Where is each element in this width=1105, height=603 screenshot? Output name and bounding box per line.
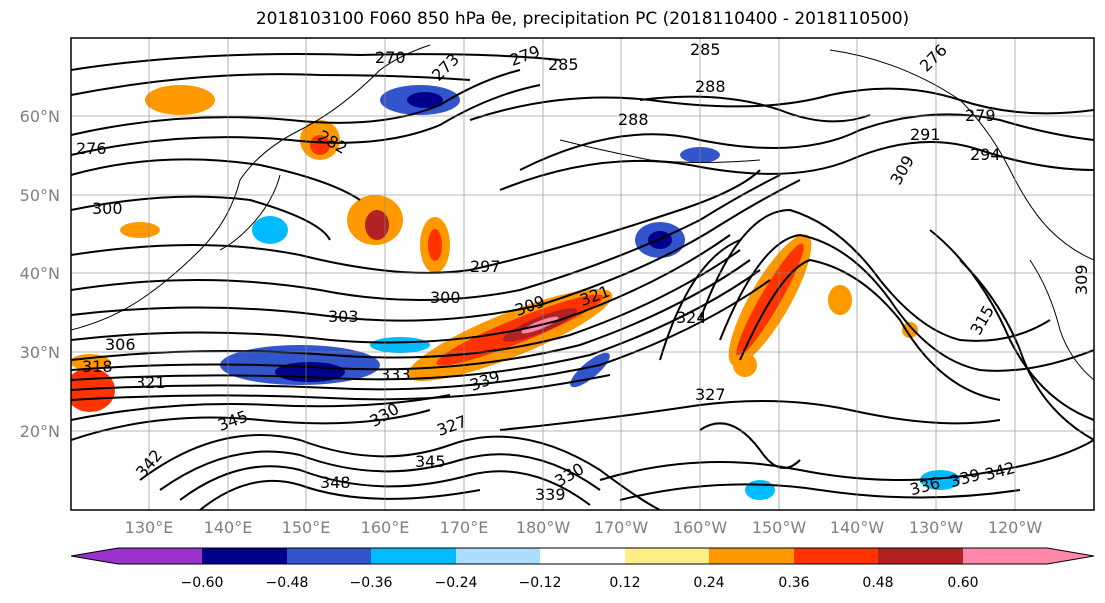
colorbar-under-arrow (71, 548, 118, 564)
contour-label: 339 (535, 485, 566, 504)
lon-label: 150°W (752, 518, 807, 537)
contour-label: 300 (92, 199, 123, 218)
lon-label: 150°E (282, 518, 331, 537)
contour-label: 270 (375, 48, 406, 67)
contour-label: 285 (690, 40, 721, 59)
lat-label: 30°N (20, 343, 60, 362)
lon-label: 130°E (125, 518, 174, 537)
contour-label: 309 (1072, 264, 1091, 295)
colorbar-swatch (118, 548, 202, 564)
contour-label: 333 (380, 365, 411, 384)
coastlines (71, 44, 1094, 381)
lon-label: 180°W (516, 518, 571, 537)
lon-label: 160°W (673, 518, 728, 537)
lat-label: 40°N (20, 264, 60, 283)
colorbar-swatch (287, 548, 371, 564)
colorbar-swatch (963, 548, 1047, 564)
precipitation-shading (71, 85, 960, 500)
colorbar-tick-label: −0.12 (519, 575, 562, 591)
colorbar-tick-label: −0.48 (266, 575, 309, 591)
contour-label: 321 (135, 373, 166, 392)
contour-label: 288 (618, 110, 649, 129)
colorbar-swatch (878, 548, 963, 564)
lat-label: 20°N (20, 422, 60, 441)
map-frame (70, 37, 1095, 511)
longitude-labels: 130°E 140°E 150°E 160°E 170°E 180°W 170°… (125, 518, 1043, 537)
contour-label: 288 (695, 77, 726, 96)
colorbar-tick-labels: −0.60 −0.48 −0.36 −0.24 −0.12 0.12 0.24 … (181, 575, 979, 591)
contour-label: 327 (695, 385, 726, 404)
latitude-labels: 60°N 50°N 40°N 30°N 20°N (20, 107, 60, 441)
colorbar-tick-label: 0.24 (693, 575, 724, 591)
lon-label: 140°W (830, 518, 885, 537)
contour-label: 324 (676, 308, 707, 327)
colorbar-swatch (456, 548, 540, 564)
lat-label: 50°N (20, 186, 60, 205)
colorbar-tick-label: 0.36 (778, 575, 809, 591)
map-title: 2018103100 F060 850 hPa θe, precipitatio… (255, 9, 910, 29)
lon-label: 130°W (909, 518, 964, 537)
colorbar-tick-label: 0.12 (609, 575, 640, 591)
colorbar-tick-label: 0.60 (947, 575, 978, 591)
colorbar-swatch (709, 548, 794, 564)
lon-label: 170°E (440, 518, 489, 537)
colorbar-tick-label: −0.60 (181, 575, 224, 591)
contour-label: 276 (76, 139, 107, 158)
colorbar-outline (70, 547, 1095, 565)
contour-label: 348 (320, 473, 351, 492)
colorbar: −0.60 −0.48 −0.36 −0.24 −0.12 0.12 0.24 … (70, 547, 1095, 591)
contour-label: 285 (548, 55, 579, 74)
colorbar-swatch (371, 548, 456, 564)
colorbar-over-arrow (1047, 548, 1094, 564)
lon-label: 140°E (204, 518, 253, 537)
contour-label: 318 (82, 357, 113, 376)
contour-label: 345 (415, 452, 446, 471)
colorbar-tick-label: −0.24 (435, 575, 478, 591)
contour-label: 294 (970, 145, 1001, 164)
colorbar-swatch (794, 548, 878, 564)
colorbar-swatch (202, 548, 287, 564)
gridlines (71, 38, 1094, 510)
contour-label: 303 (328, 307, 359, 326)
contour-label: 306 (105, 335, 136, 354)
lon-label: 160°E (361, 518, 410, 537)
colorbar-tick-label: 0.48 (862, 575, 893, 591)
contour-label: 297 (470, 257, 501, 276)
lat-label: 60°N (20, 107, 60, 126)
lon-label: 170°W (594, 518, 649, 537)
contour-label: 279 (965, 106, 996, 125)
colorbar-tick-label: −0.36 (350, 575, 393, 591)
contour-label: 300 (430, 288, 461, 307)
colorbar-swatch (540, 548, 625, 564)
theta-e-contours (71, 53, 1094, 510)
colorbar-swatches (70, 547, 1095, 565)
lon-label: 120°W (988, 518, 1043, 537)
colorbar-swatch (625, 548, 709, 564)
contour-label: 291 (910, 125, 941, 144)
